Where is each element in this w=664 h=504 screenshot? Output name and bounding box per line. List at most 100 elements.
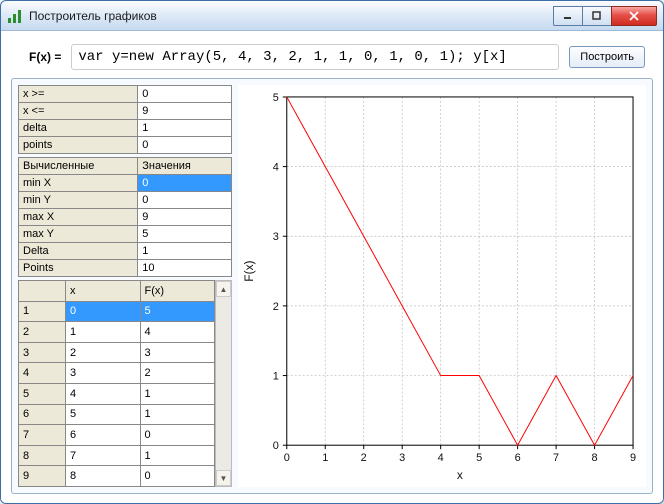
data-col-fx: F(x) <box>140 281 215 302</box>
svg-text:1: 1 <box>273 371 279 383</box>
row-x[interactable]: 3 <box>66 363 140 384</box>
row-fx[interactable]: 1 <box>140 404 215 425</box>
svg-text:7: 7 <box>553 452 559 464</box>
app-window: Построитель графиков F(x) = Построить x … <box>0 0 664 504</box>
computed-value[interactable]: 10 <box>138 260 232 277</box>
table-row[interactable]: 214 <box>19 322 215 343</box>
param-value[interactable]: 0 <box>138 137 232 154</box>
scroll-up-icon[interactable]: ▲ <box>216 281 231 297</box>
table-row[interactable]: 432 <box>19 363 215 384</box>
svg-text:9: 9 <box>630 452 636 464</box>
chart-svg: 0123456789012345xF(x) <box>238 85 646 487</box>
svg-text:8: 8 <box>592 452 598 464</box>
row-x[interactable]: 8 <box>66 466 140 487</box>
build-button[interactable]: Построить <box>569 46 645 68</box>
main-panel: x >=0x <=9delta1points0 ВычисленныеЗначе… <box>11 78 653 494</box>
svg-text:0: 0 <box>284 452 290 464</box>
param-value[interactable]: 9 <box>138 103 232 120</box>
param-key: points <box>19 137 138 154</box>
row-index: 3 <box>19 342 66 363</box>
scroll-down-icon[interactable]: ▼ <box>216 470 231 486</box>
minimize-button[interactable] <box>553 6 583 26</box>
row-fx[interactable]: 1 <box>140 445 215 466</box>
svg-text:5: 5 <box>476 452 482 464</box>
row-fx[interactable]: 1 <box>140 383 215 404</box>
row-fx[interactable]: 0 <box>140 425 215 446</box>
computed-value[interactable]: 0 <box>138 175 232 192</box>
svg-text:2: 2 <box>273 301 279 313</box>
computed-grid[interactable]: ВычисленныеЗначенияmin X0min Y0max X9max… <box>18 157 232 277</box>
param-value[interactable]: 1 <box>138 120 232 137</box>
row-index: 1 <box>19 301 66 322</box>
table-row[interactable]: 980 <box>19 466 215 487</box>
computed-value[interactable]: 5 <box>138 226 232 243</box>
titlebar[interactable]: Построитель графиков <box>1 1 663 31</box>
table-row[interactable]: 323 <box>19 342 215 363</box>
computed-value[interactable]: 1 <box>138 243 232 260</box>
svg-text:4: 4 <box>273 162 279 174</box>
row-x[interactable]: 6 <box>66 425 140 446</box>
computed-key: Points <box>19 260 138 277</box>
data-wrap: xF(x)105214323432541651760871980 ▲ ▼ <box>18 280 232 487</box>
svg-text:F(x): F(x) <box>242 260 256 281</box>
row-fx[interactable]: 2 <box>140 363 215 384</box>
client-area: F(x) = Построить x >=0x <=9delta1points0… <box>1 31 663 503</box>
chart-area: 0123456789012345xF(x) <box>238 85 646 487</box>
table-row[interactable]: 541 <box>19 383 215 404</box>
window-buttons <box>554 6 657 26</box>
row-x[interactable]: 0 <box>66 301 140 322</box>
maximize-button[interactable] <box>582 6 612 26</box>
computed-header-left: Вычисленные <box>19 158 138 175</box>
row-index: 4 <box>19 363 66 384</box>
data-grid[interactable]: xF(x)105214323432541651760871980 <box>18 280 215 487</box>
data-col-x: x <box>66 281 140 302</box>
close-button[interactable] <box>611 6 657 26</box>
computed-header-right: Значения <box>138 158 232 175</box>
row-x[interactable]: 5 <box>66 404 140 425</box>
param-value[interactable]: 0 <box>138 86 232 103</box>
row-index: 9 <box>19 466 66 487</box>
row-fx[interactable]: 4 <box>140 322 215 343</box>
table-row[interactable]: 760 <box>19 425 215 446</box>
svg-text:2: 2 <box>361 452 367 464</box>
scrollbar[interactable]: ▲ ▼ <box>215 280 232 487</box>
svg-text:3: 3 <box>273 231 279 243</box>
computed-value[interactable]: 0 <box>138 192 232 209</box>
formula-row: F(x) = Построить <box>11 36 653 78</box>
row-fx[interactable]: 0 <box>140 466 215 487</box>
row-index: 2 <box>19 322 66 343</box>
row-index: 5 <box>19 383 66 404</box>
table-row[interactable]: 105 <box>19 301 215 322</box>
svg-text:4: 4 <box>438 452 444 464</box>
svg-text:0: 0 <box>273 440 279 452</box>
params-grid[interactable]: x >=0x <=9delta1points0 <box>18 85 232 154</box>
row-index: 8 <box>19 445 66 466</box>
window-title: Построитель графиков <box>29 9 554 23</box>
formula-label: F(x) = <box>29 50 61 64</box>
computed-key: min Y <box>19 192 138 209</box>
computed-key: min X <box>19 175 138 192</box>
formula-input[interactable] <box>71 44 559 70</box>
left-column: x >=0x <=9delta1points0 ВычисленныеЗначе… <box>18 85 232 487</box>
param-key: delta <box>19 120 138 137</box>
row-fx[interactable]: 5 <box>140 301 215 322</box>
row-x[interactable]: 1 <box>66 322 140 343</box>
computed-key: Delta <box>19 243 138 260</box>
row-index: 7 <box>19 425 66 446</box>
table-row[interactable]: 651 <box>19 404 215 425</box>
row-index: 6 <box>19 404 66 425</box>
svg-text:6: 6 <box>515 452 521 464</box>
param-key: x >= <box>19 86 138 103</box>
row-x[interactable]: 7 <box>66 445 140 466</box>
row-x[interactable]: 4 <box>66 383 140 404</box>
svg-text:3: 3 <box>399 452 405 464</box>
data-col-idx <box>19 281 66 302</box>
row-x[interactable]: 2 <box>66 342 140 363</box>
app-icon <box>7 8 23 24</box>
svg-text:5: 5 <box>273 92 279 104</box>
row-fx[interactable]: 3 <box>140 342 215 363</box>
computed-value[interactable]: 9 <box>138 209 232 226</box>
computed-key: max X <box>19 209 138 226</box>
table-row[interactable]: 871 <box>19 445 215 466</box>
param-key: x <= <box>19 103 138 120</box>
